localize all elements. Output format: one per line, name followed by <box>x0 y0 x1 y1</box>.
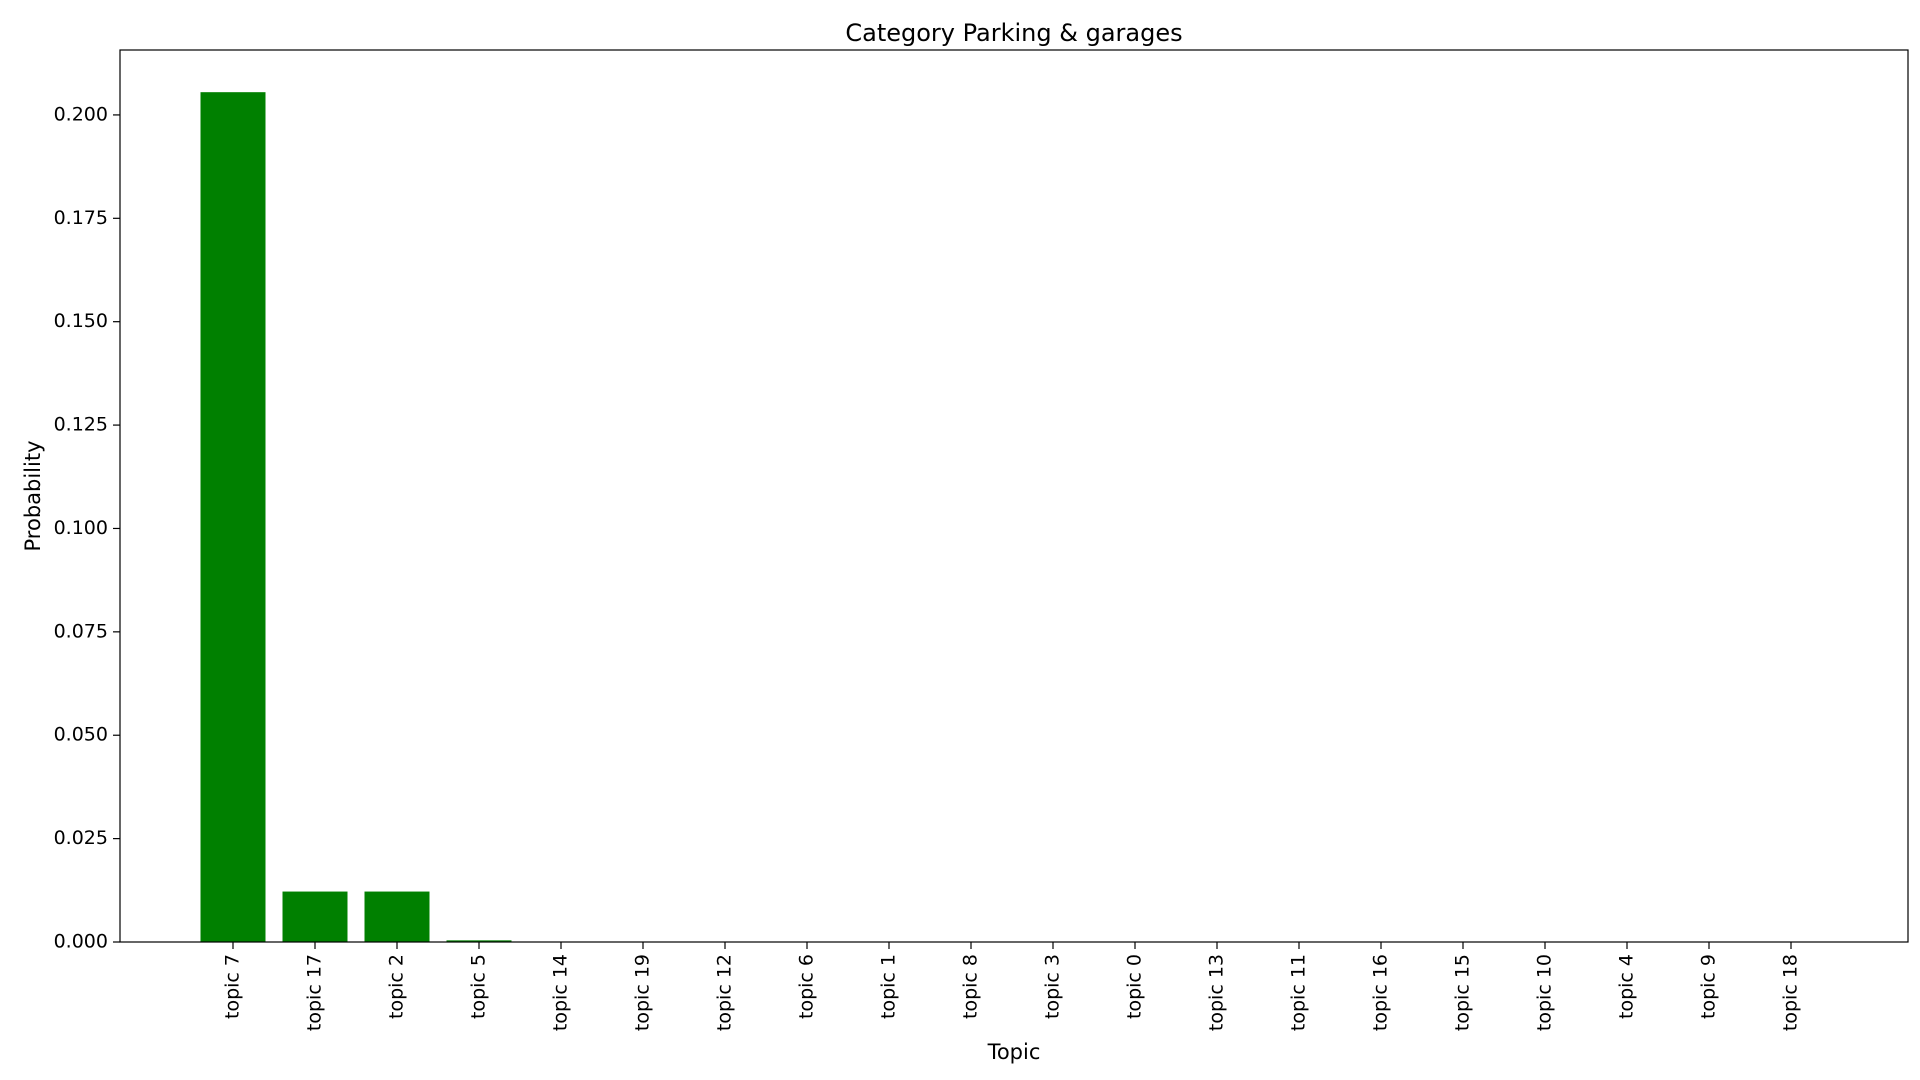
y-tick-label: 0.125 <box>54 414 108 436</box>
x-tick-label: topic 19 <box>632 954 654 1031</box>
bars-layer <box>200 92 1824 943</box>
x-tick-label: topic 9 <box>1698 954 1720 1019</box>
bar-topic-7 <box>200 92 266 943</box>
x-tick-label: topic 13 <box>1206 954 1228 1031</box>
y-tick-label: 0.000 <box>54 931 108 953</box>
x-tick-label: topic 10 <box>1534 954 1556 1031</box>
x-tick-label: topic 7 <box>222 954 244 1019</box>
chart-title: Category Parking & garages <box>845 19 1182 47</box>
x-tick-label: topic 16 <box>1370 954 1392 1031</box>
x-tick-label: topic 6 <box>796 954 818 1019</box>
y-tick-label: 0.025 <box>54 827 108 849</box>
bar-topic-17 <box>282 891 348 942</box>
x-tick-label: topic 2 <box>386 954 408 1019</box>
y-tick-label: 0.050 <box>54 724 108 746</box>
x-axis-title: Topic <box>987 1040 1041 1064</box>
y-tick-label: 0.175 <box>54 207 108 229</box>
y-tick-label: 0.150 <box>54 310 108 332</box>
x-tick-label: topic 14 <box>550 954 572 1031</box>
y-axis: 0.000 0.025 0.050 0.075 0.100 0.125 0.150 0.175… <box>54 103 120 953</box>
y-axis-title: Probability <box>21 440 45 551</box>
y-tick-label: 0.100 <box>54 517 108 539</box>
plot-frame <box>119 49 1909 943</box>
x-tick-label: topic 0 <box>1124 954 1146 1019</box>
x-tick-label: topic 3 <box>1042 954 1064 1019</box>
bar-topic-2 <box>364 891 430 942</box>
x-tick-label: topic 12 <box>714 954 736 1031</box>
x-tick-label: topic 8 <box>960 954 982 1019</box>
x-tick-label: topic 15 <box>1452 954 1474 1031</box>
x-tick-label: topic 4 <box>1616 954 1638 1019</box>
x-tick-label: topic 5 <box>468 954 490 1019</box>
x-tick-label: topic 1 <box>878 954 900 1019</box>
y-tick-label: 0.200 <box>54 103 108 125</box>
bar-topic-5 <box>446 940 512 942</box>
x-tick-label: topic 11 <box>1288 954 1310 1031</box>
x-axis: topic 7 topic 17 topic 2 topic 5 topic 14 top… <box>222 942 1802 1031</box>
x-tick-label: topic 17 <box>304 954 326 1031</box>
y-tick-label: 0.075 <box>54 620 108 642</box>
x-tick-label: topic 18 <box>1780 954 1802 1031</box>
